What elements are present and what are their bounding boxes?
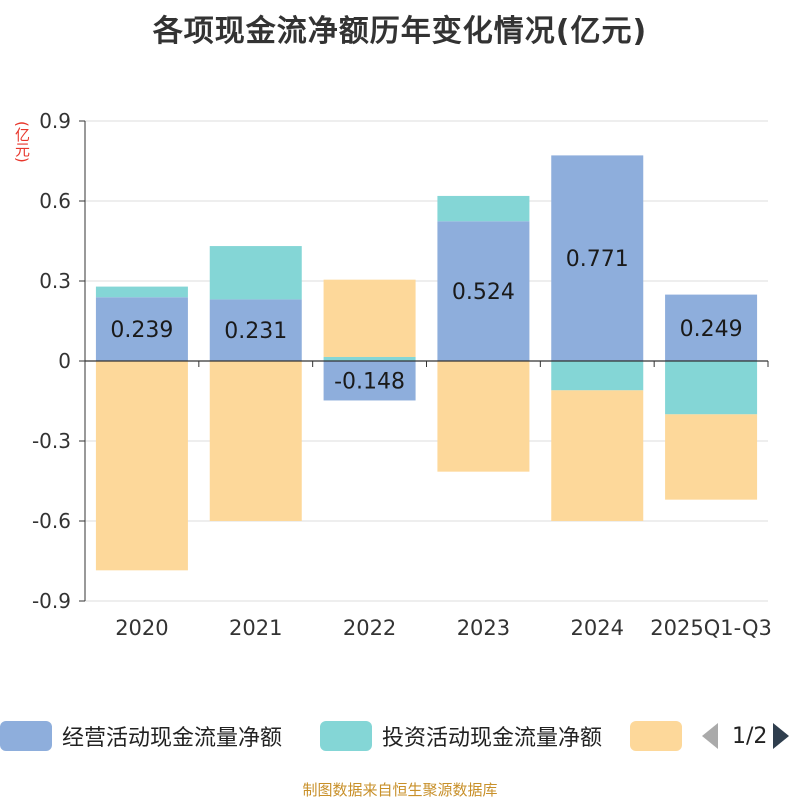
y-tick-label: 0.6	[39, 189, 71, 213]
legend-next-page-icon[interactable]	[773, 723, 790, 749]
x-tick-label: 2025Q1-Q3	[650, 616, 772, 640]
data-label-operating: 0.524	[452, 280, 515, 305]
x-tick-label: 2021	[229, 616, 282, 640]
x-tick-label: 2023	[457, 616, 510, 640]
data-label-operating: 0.771	[566, 247, 629, 272]
legend-page-indicator: 1/2	[732, 723, 768, 749]
legend-item-financing[interactable]	[630, 714, 682, 758]
bar-investing-2021	[209, 246, 302, 300]
data-label-operating: 0.249	[680, 317, 743, 342]
bar-financing-2023	[437, 361, 530, 472]
legend-label-operating: 经营活动现金流量净额	[62, 726, 283, 751]
bar-financing-2025Q1-Q3	[665, 414, 758, 500]
legend: 经营活动现金流量净额 投资活动现金流量净额 1/2	[0, 714, 800, 758]
data-label-operating: 0.239	[110, 318, 173, 343]
y-tick-label: -0.6	[32, 509, 71, 533]
y-tick-label: -0.9	[32, 589, 71, 613]
bar-operating-2023	[437, 221, 530, 361]
x-tick-label: 2024	[571, 616, 624, 640]
data-source-footer: 制图数据来自恒生聚源数据库	[302, 781, 498, 799]
bar-financing-2024	[551, 390, 644, 521]
bar-operating-2020	[95, 297, 188, 361]
bar-financing-2020	[95, 361, 188, 571]
bar-operating-2024	[551, 155, 644, 361]
legend-prev-page-icon[interactable]	[702, 723, 718, 749]
chart-title: 各项现金流净额历年变化情况(亿元)	[152, 14, 648, 49]
bar-investing-2025Q1-Q3	[665, 361, 758, 415]
bar-investing-2024	[551, 361, 644, 391]
y-tick-label: 0.3	[39, 269, 71, 293]
legend-swatch-operating	[0, 721, 52, 751]
bar-financing-2021	[209, 361, 302, 521]
bar-operating-2022	[323, 361, 416, 401]
data-label-operating: -0.148	[334, 370, 405, 395]
y-tick-label: 0.9	[39, 109, 71, 133]
bar-financing-2022	[323, 279, 416, 357]
legend-item-investing[interactable]: 投资活动现金流量净额	[320, 714, 602, 758]
legend-pager: 1/2	[700, 714, 800, 758]
y-tick-label: 0	[58, 349, 71, 373]
legend-label-investing: 投资活动现金流量净额	[382, 726, 603, 751]
data-label-operating: 0.231	[224, 319, 287, 344]
bars	[95, 155, 758, 571]
bar-operating-2021	[209, 299, 302, 361]
legend-swatch-financing	[630, 721, 682, 751]
x-tick-label: 2020	[115, 616, 168, 640]
bar-operating-2025Q1-Q3	[665, 294, 758, 361]
legend-swatch-investing	[320, 721, 372, 751]
x-tick-label: 2022	[343, 616, 396, 640]
y-tick-label: -0.3	[32, 429, 71, 453]
bar-investing-2022	[323, 357, 416, 361]
y-axis-unit: (亿元)	[13, 121, 31, 163]
bar-investing-2023	[437, 195, 530, 222]
cash-flow-chart: 0.9 0.6 0.3 0 -0.3 -0.6 -0.9 2020 2021 2022 2023 20…	[32, 109, 772, 640]
legend-item-operating[interactable]: 经营活动现金流量净额	[0, 714, 282, 758]
bar-investing-2020	[95, 286, 188, 298]
